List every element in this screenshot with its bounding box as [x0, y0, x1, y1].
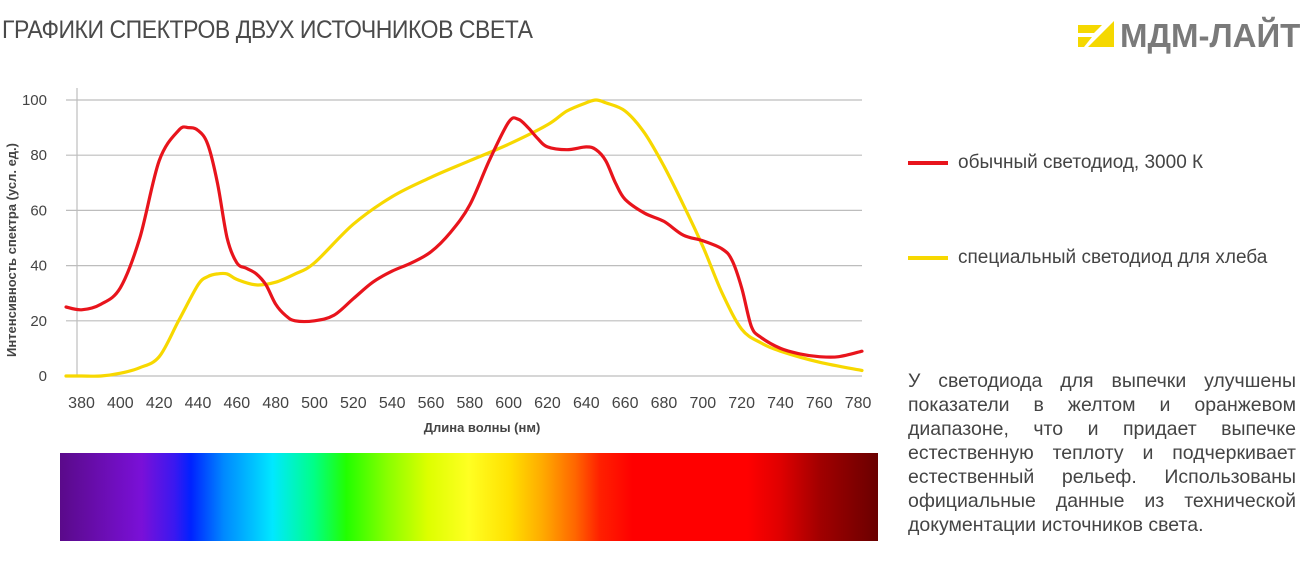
y-tick-label: 60 — [30, 202, 47, 219]
x-tick-label: 780 — [845, 395, 872, 412]
description-text: У светодиода для выпечки улучшены показа… — [908, 370, 1296, 536]
logo-mark-icon — [1078, 21, 1114, 47]
x-tick-label: 520 — [340, 395, 367, 412]
logo-text: МДМ-ЛАЙТ — [1120, 17, 1300, 54]
visible-spectrum-bar — [60, 453, 878, 541]
legend-label: обычный светодиод, 3000 К — [958, 152, 1204, 173]
x-tick-label: 460 — [223, 395, 250, 412]
y-tick-label: 20 — [30, 313, 47, 330]
x-tick-label: 420 — [146, 395, 173, 412]
legend-item-bread-led: специальный светодиод для хлеба — [908, 247, 1267, 269]
x-tick-label: 740 — [767, 395, 794, 412]
series-line-bread-led — [64, 98, 864, 378]
y-axis-label: Интенсивность спектра (усл. ед.) — [4, 143, 19, 357]
legend-swatch-yellow — [908, 256, 948, 260]
x-tick-label: 480 — [262, 395, 289, 412]
spectrum-chart: 0 20 40 60 80 100 380 400 420 440 460 480 500 520 540 5… — [4, 88, 872, 435]
x-axis-label: Длина волны (нм) — [424, 420, 541, 435]
x-tick-label: 620 — [534, 395, 561, 412]
x-tick-label: 600 — [495, 395, 522, 412]
x-tick-label: 580 — [456, 395, 483, 412]
legend-item-regular-led: обычный светодиод, 3000 К — [908, 152, 1203, 174]
y-tick-label: 80 — [30, 147, 47, 164]
y-tick-label: 100 — [22, 92, 47, 109]
x-tick-label: 760 — [806, 395, 833, 412]
x-tick-label: 500 — [301, 395, 328, 412]
legend-label: специальный светодиод для хлеба — [958, 247, 1268, 268]
x-tick-label: 640 — [573, 395, 600, 412]
series-line-regular-led — [64, 116, 864, 359]
brand-logo: МДМ-ЛАЙТ ® — [1078, 17, 1300, 54]
x-tick-label: 540 — [379, 395, 406, 412]
x-tick-label: 560 — [418, 395, 445, 412]
y-tick-label: 0 — [39, 368, 47, 385]
x-tick-label: 440 — [185, 395, 212, 412]
x-tick-label: 680 — [651, 395, 678, 412]
x-tick-label: 700 — [689, 395, 716, 412]
page-title: ГРАФИКИ СПЕКТРОВ ДВУХ ИСТОЧНИКОВ СВЕТА — [2, 16, 533, 44]
x-tick-label: 660 — [612, 395, 639, 412]
x-tick-label: 380 — [68, 395, 95, 412]
y-tick-label: 40 — [30, 258, 47, 275]
x-tick-label: 400 — [107, 395, 134, 412]
legend-swatch-red — [908, 161, 948, 165]
x-tick-label: 720 — [728, 395, 755, 412]
